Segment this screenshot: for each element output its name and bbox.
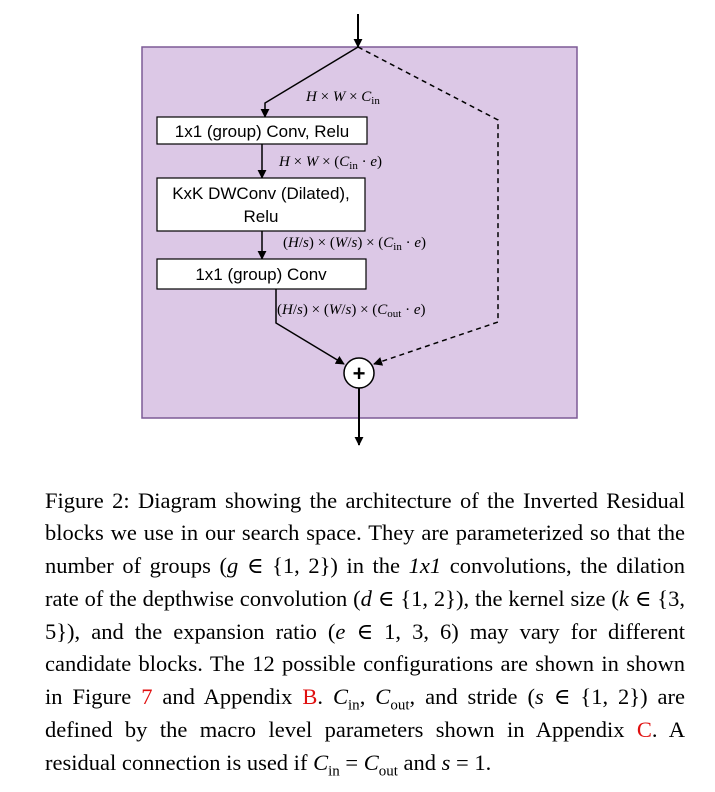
plus-symbol: + [353,361,366,386]
arrow-input-to-conv1 [260,46,359,118]
architecture-diagram: H × W × Cin 1x1 (group) Conv, Relu H × W… [141,14,578,446]
figure-caption: Figure 2: Diagram showing the architectu… [45,487,686,780]
conv1x1-box [156,258,367,290]
dwconv-label-line2: Relu [244,207,279,226]
label-input-shape: H × W × Cin [305,89,380,107]
conv1x1-relu-label: 1x1 (group) Conv, Relu [175,122,350,141]
dwconv-label-line1: KxK DWConv (Dilated), [172,184,350,203]
conv1x1-relu-box [156,116,368,145]
label-expanded-shape: H × W × (Cin · e) [278,154,382,172]
label-output-shape: (H/s) × (W/s) × (Cout · e) [277,302,426,320]
label-strided-shape: (H/s) × (W/s) × (Cin · e) [283,235,426,253]
appendix-c-link[interactable]: C [636,717,652,743]
conv1x1-label: 1x1 (group) Conv [195,265,327,284]
inverted-residual-block [141,46,578,419]
residual-skip-connection [357,46,499,366]
dwconv-box [156,177,366,232]
arrow-conv2-to-add [275,289,345,365]
figure-7-link[interactable]: 7 [141,684,153,710]
appendix-b-link[interactable]: B [302,684,318,710]
